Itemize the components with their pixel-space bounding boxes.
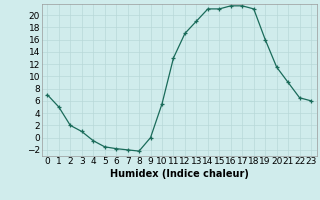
X-axis label: Humidex (Indice chaleur): Humidex (Indice chaleur) [110,169,249,179]
